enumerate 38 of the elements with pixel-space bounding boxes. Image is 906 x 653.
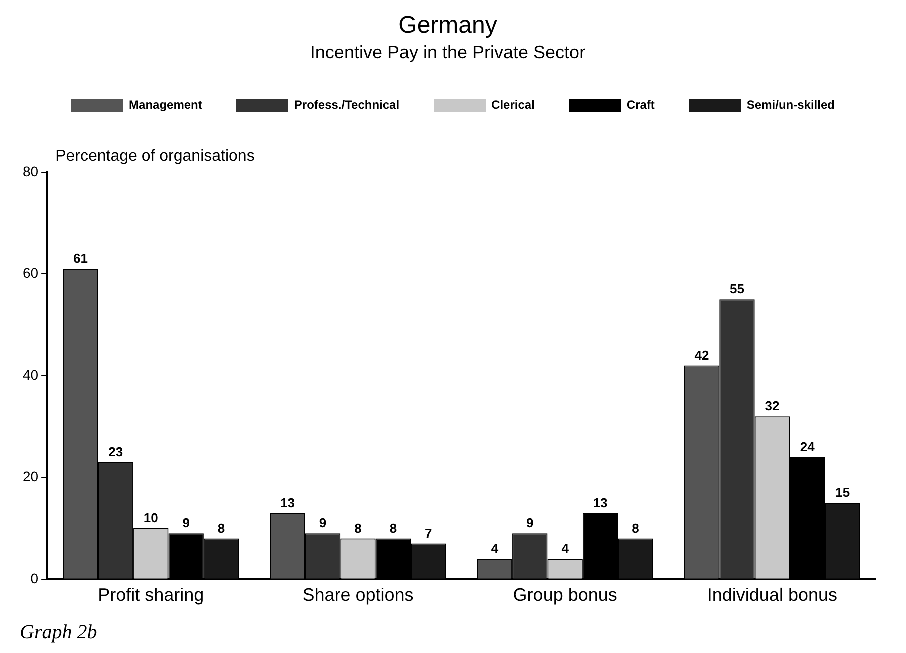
legend-label: Semi/un-skilled xyxy=(746,98,835,112)
x-tick-label: Share options xyxy=(302,585,414,606)
data-label: 8 xyxy=(632,520,640,536)
caption: Graph 2b xyxy=(20,621,98,644)
data-label: 7 xyxy=(425,526,432,541)
data-label: 24 xyxy=(800,439,816,454)
data-label: 10 xyxy=(144,510,158,526)
y-tick-label: 0 xyxy=(30,570,39,586)
legend-label: Craft xyxy=(626,98,655,112)
x-tick-label: Group bonus xyxy=(513,585,618,606)
data-label: 9 xyxy=(526,516,534,531)
x-tick-label: Individual bonus xyxy=(707,585,838,606)
y-tick-label: 20 xyxy=(22,468,39,485)
y-axis-title: Percentage of organisations xyxy=(56,148,255,165)
data-label: 4 xyxy=(562,541,570,556)
data-label: 4 xyxy=(491,541,500,556)
data-label: 42 xyxy=(694,348,710,363)
y-tick-label: 60 xyxy=(22,265,39,282)
data-label: 9 xyxy=(182,516,190,531)
data-label: 61 xyxy=(73,251,88,266)
legend-label: Clerical xyxy=(492,98,535,112)
data-label: 8 xyxy=(390,520,398,536)
chart-subtitle: Incentive Pay in the Private Sector xyxy=(310,42,586,63)
data-label: 8 xyxy=(354,520,362,536)
data-label: 13 xyxy=(280,495,296,510)
data-label: 55 xyxy=(730,282,744,297)
data-label: 13 xyxy=(593,495,608,510)
legend-label: Management xyxy=(129,98,202,112)
data-label: 8 xyxy=(218,520,226,536)
chart-title: Germany xyxy=(398,12,498,40)
data-label: 23 xyxy=(108,444,124,460)
data-label: 32 xyxy=(765,398,780,414)
data-label: 15 xyxy=(836,485,850,500)
legend-label: Profess./Technical xyxy=(294,98,400,112)
data-label: 9 xyxy=(319,516,327,531)
y-tick-label: 80 xyxy=(22,163,39,180)
x-tick-label: Profit sharing xyxy=(98,585,204,606)
y-tick-label: 40 xyxy=(22,366,39,383)
